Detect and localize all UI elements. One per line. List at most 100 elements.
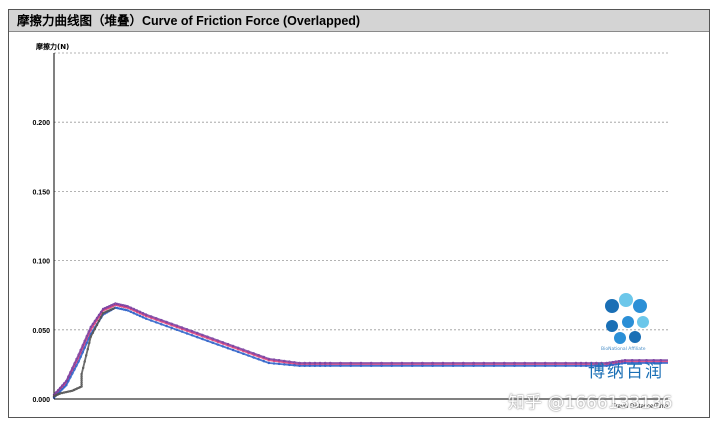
chart-title: 摩擦力曲线图（堆叠）Curve of Friction Force (Overl… (9, 10, 709, 32)
series-point (262, 360, 265, 363)
series-point (288, 360, 291, 363)
series-point (584, 361, 588, 365)
series-point (620, 362, 624, 365)
series-point (80, 383, 83, 386)
series-point (62, 386, 66, 389)
series-point (180, 326, 184, 329)
series-point (247, 350, 250, 353)
series-point (175, 328, 179, 331)
series-point (600, 364, 603, 367)
series-line (53, 302, 668, 396)
series-point (614, 360, 617, 363)
series-point (87, 330, 91, 333)
series-point (91, 331, 95, 334)
series-point (313, 361, 317, 365)
series-point (523, 361, 526, 365)
series-point (421, 361, 424, 365)
logo-icon (614, 332, 626, 344)
series-point (116, 302, 119, 306)
series-point (155, 321, 158, 324)
series-point (93, 327, 97, 331)
x-axis-label: Travel Distance/Time (612, 404, 669, 410)
series-point (99, 315, 103, 319)
series-point (441, 361, 445, 365)
series-point (543, 364, 547, 367)
series-point (114, 302, 117, 305)
series-point (231, 348, 235, 352)
series-point (122, 304, 125, 307)
series-point (196, 336, 199, 339)
series-point (67, 375, 70, 378)
series-point (303, 364, 306, 367)
series-point (298, 364, 301, 367)
series-point (165, 320, 168, 324)
logo-icon (629, 331, 641, 343)
series-point (645, 359, 648, 362)
series-point (155, 317, 158, 320)
series-point (590, 364, 593, 367)
series-point (574, 361, 578, 365)
series-point (472, 361, 475, 365)
series-point (370, 361, 373, 365)
series-point (579, 361, 583, 365)
series-point (513, 361, 516, 365)
series-point (242, 352, 245, 355)
series-point (211, 337, 214, 340)
series-point (543, 361, 547, 365)
series-point (67, 390, 70, 393)
series-point (75, 364, 78, 367)
series-point (492, 361, 496, 365)
series-point (141, 316, 145, 319)
series-point (308, 361, 311, 365)
series-point (318, 364, 322, 367)
series-point (101, 307, 105, 311)
series-point (150, 315, 153, 318)
series-point (216, 343, 219, 346)
series-point (118, 303, 121, 306)
y-tick-label: 0.100 (32, 259, 50, 266)
series-point (132, 312, 136, 315)
series-point (257, 358, 260, 361)
series-point (659, 359, 662, 362)
series-point (262, 355, 265, 359)
series-point (60, 388, 64, 391)
series-point (608, 364, 611, 367)
series-point (85, 342, 88, 345)
series-point (605, 364, 608, 367)
series-point (421, 364, 424, 367)
series-point (58, 386, 62, 390)
series-point (116, 306, 119, 310)
series-point (77, 360, 80, 363)
series-point (303, 361, 306, 365)
series-point (623, 361, 627, 365)
series-point (638, 361, 641, 365)
series-point (95, 323, 99, 327)
series-point (451, 361, 455, 365)
series-point (462, 364, 465, 367)
series-point (329, 364, 332, 367)
series-point (206, 339, 209, 343)
series-point (298, 361, 301, 365)
logo-icon (605, 299, 619, 313)
series-point (196, 331, 199, 335)
series-point (226, 342, 230, 346)
series-point (272, 358, 276, 361)
series-point (160, 318, 163, 322)
series-point (103, 306, 107, 310)
series-point (590, 361, 593, 365)
logo-subtitle: BioNational Affiliate (601, 347, 646, 352)
series-point (97, 319, 101, 323)
series-point (614, 363, 617, 366)
series-point (482, 364, 485, 367)
series-point (216, 339, 219, 342)
series-point (160, 323, 163, 326)
series-point (349, 361, 352, 365)
series-point (608, 361, 611, 364)
series-point (60, 391, 64, 395)
series-point (89, 335, 93, 338)
series-point (579, 364, 583, 367)
series-point (88, 341, 91, 345)
series-point (141, 312, 145, 315)
series-point (71, 372, 74, 375)
